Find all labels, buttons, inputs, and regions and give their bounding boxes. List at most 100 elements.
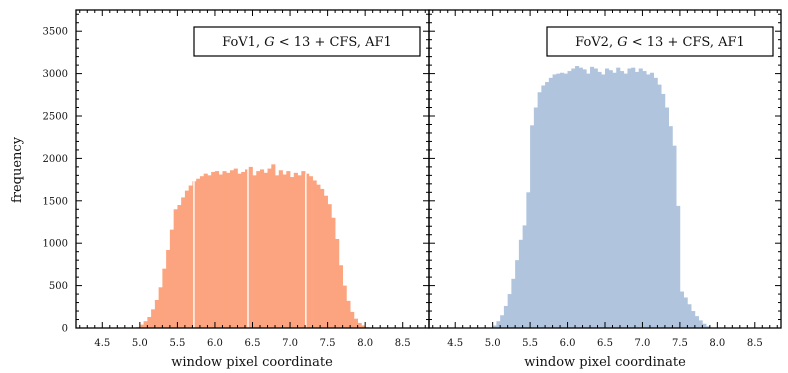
left-histogram-bar [166, 249, 171, 328]
right-histogram-bar [638, 68, 643, 328]
left-histogram-bar [263, 172, 268, 328]
right-histogram-bar [631, 67, 636, 328]
y-tick-label: 500 [49, 281, 68, 292]
left-histogram-bar [282, 174, 287, 328]
left-legend-box [193, 26, 421, 57]
left-x-tick-label: 5.0 [132, 338, 148, 349]
left-histogram-bar [260, 169, 265, 328]
left-histogram-bar [147, 316, 152, 328]
right-histogram-bar [706, 326, 711, 328]
left-histogram-bar [252, 175, 257, 328]
left-x-tick-label: 6.0 [207, 338, 223, 349]
left-histogram-bar [203, 173, 208, 328]
right-histogram-bar [571, 68, 576, 328]
left-histogram-bar [290, 177, 295, 328]
y-axis-label: frequency [10, 136, 25, 203]
left-histogram-bar [207, 175, 212, 328]
y-tick-label: 1000 [43, 239, 68, 250]
left-histogram-bar [222, 171, 227, 328]
right-histogram-bar [556, 73, 561, 328]
right-histogram-bar [646, 74, 651, 328]
right-legend: FoV2, G < 13 + CFS, AF1 [546, 26, 774, 57]
right-x-tick-label: 5.5 [522, 338, 538, 349]
right-histogram-bar [593, 68, 598, 328]
left-histogram-bar [248, 166, 253, 328]
y-tick-label: 3500 [43, 27, 68, 38]
right-histogram-bar [601, 74, 606, 328]
left-histogram-bars [136, 164, 370, 328]
left-x-tick-label: 6.5 [245, 338, 261, 349]
y-tick-label: 3000 [43, 69, 68, 80]
left-panel: 4.5 5.0 5.5 6.0 6.5 7.0 7.5 8.0 8.5 0 500 1000 1500 2… [43, 9, 430, 370]
left-histogram-bar [342, 285, 347, 328]
right-histogram-bar [582, 69, 587, 329]
right-histogram-bar [507, 294, 512, 328]
right-histogram-bar [560, 72, 565, 328]
right-histogram-bar [623, 73, 628, 328]
left-histogram-bar [188, 185, 193, 328]
left-histogram-bar [214, 171, 220, 328]
left-histogram-bar [278, 170, 283, 328]
left-histogram-bar [181, 197, 186, 328]
right-histogram-bar [691, 311, 696, 328]
left-histogram-bar [335, 238, 340, 328]
left-histogram-bar [241, 171, 246, 328]
right-histogram-bar [605, 68, 610, 328]
right-x-tick-label: 8.5 [747, 338, 763, 349]
right-histogram-bar [511, 278, 516, 328]
right-histogram-bar [676, 205, 681, 328]
left-x-tick-label: 8.0 [357, 338, 373, 349]
left-histogram-bar [293, 172, 298, 328]
right-histogram-bar [608, 70, 613, 329]
left-histogram-bar [267, 168, 272, 328]
right-histogram-bar [518, 239, 523, 328]
left-histogram-bar [271, 164, 276, 328]
y-tick-label: 0 [62, 324, 68, 335]
right-histogram-bar [661, 93, 666, 328]
left-histogram-bar [316, 184, 321, 328]
right-histogram-bar [590, 66, 595, 328]
right-histogram-bar [567, 71, 572, 328]
left-x-tick-label: 7.0 [282, 338, 298, 349]
left-legend-prefix: FoV1, [222, 35, 264, 50]
right-histogram-bar [537, 92, 542, 328]
right-legend-variable: G [617, 35, 627, 50]
left-histogram-bar [139, 324, 144, 328]
left-histogram-bar [237, 173, 242, 328]
right-histogram-bar [634, 71, 640, 329]
left-histogram-bar [275, 175, 280, 328]
right-x-axis-label: window pixel coordinate [524, 355, 686, 370]
right-histogram-bar [503, 305, 508, 328]
left-legend-suffix: < 13 + CFS, AF1 [275, 35, 392, 50]
right-x-tick-label: 8.0 [709, 338, 725, 349]
right-histogram-bar [492, 325, 497, 328]
left-histogram-bar [177, 205, 182, 328]
left-x-axis-label: window pixel coordinate [171, 355, 333, 370]
left-histogram-bar [244, 169, 250, 328]
left-histogram-bar [173, 209, 178, 328]
right-histogram-bar [530, 125, 535, 328]
right-x-tick-label: 7.5 [672, 338, 688, 349]
left-histogram-bar [305, 173, 310, 328]
left-x-tick-label: 7.5 [320, 338, 336, 349]
left-x-tick-label: 4.5 [94, 338, 110, 349]
left-x-tick-label: 5.5 [169, 338, 185, 349]
right-histogram-bar [586, 73, 591, 328]
right-x-tick-label: 5.0 [485, 338, 501, 349]
right-histogram-bars [492, 65, 711, 329]
right-legend-box [546, 26, 774, 57]
right-histogram-bar [526, 192, 531, 328]
y-tick-label: 2000 [43, 154, 68, 165]
left-histogram-bar [323, 195, 328, 328]
right-legend-text: FoV2, G < 13 + CFS, AF1 [575, 35, 745, 50]
left-histogram-bar [184, 190, 190, 328]
left-histogram-bar [162, 268, 167, 328]
y-tick-label: 2500 [43, 112, 68, 123]
right-histogram-bar [668, 126, 673, 329]
left-histogram-bar [154, 300, 159, 328]
right-histogram-bar [657, 84, 662, 329]
left-histogram-bar [301, 171, 306, 328]
left-gap-lines [193, 169, 307, 328]
left-histogram-bar [143, 321, 148, 328]
